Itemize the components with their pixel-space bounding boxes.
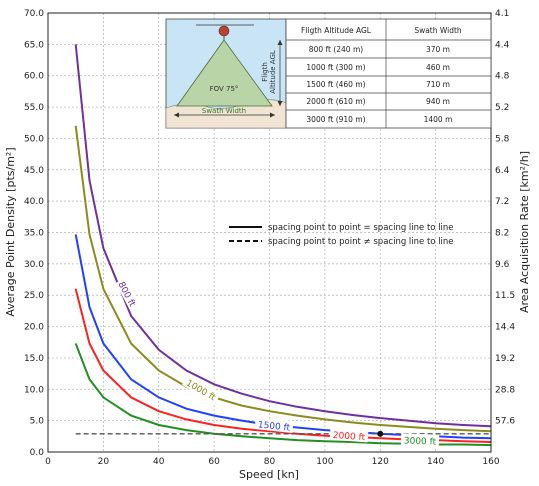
table-cell: 460 m (426, 63, 450, 72)
series-line-2000-ft (74, 288, 492, 443)
y2-tick-label: 14.4 (495, 323, 515, 333)
curve-labels: 800 ft 1000 ft 1500 ft 2000 ft 3000 ft (115, 277, 440, 448)
y2-tick-label: 28.8 (495, 385, 515, 395)
y2-tick-label: 57.6 (495, 417, 515, 427)
x-tick-label: 60 (208, 457, 220, 467)
x-tick-label: 0 (45, 457, 51, 467)
curve-label-1500-text: 1500 ft (257, 420, 291, 433)
y2-tick-label: 5.8 (495, 134, 510, 144)
series-line-1500-ft (74, 234, 492, 440)
y-tick-label: 50.0 (24, 134, 44, 144)
curve-label-1500: 1500 ft (254, 417, 294, 434)
curve-label-2000: 2000 ft (329, 427, 369, 443)
inset-swath-label: Swath Width (202, 107, 246, 115)
y2-tick-label: 5.2 (495, 103, 509, 113)
plot-frame (47, 12, 492, 453)
curve-label-3000-text: 3000 ft (404, 436, 437, 447)
table-cell: 710 m (426, 80, 450, 89)
y-tick-label: 40.0 (24, 197, 44, 207)
table-frame (285, 18, 492, 129)
curve-label-2000-text: 2000 ft (332, 431, 365, 443)
inset-diagram: FOV 75° Swath Width Fligth Altitude AGL (165, 18, 287, 129)
series-line-1000-ft (74, 125, 492, 433)
table-cell: 940 m (426, 97, 450, 106)
y2-tick-label: 4.4 (495, 40, 510, 50)
y-tick-label: 45.0 (24, 166, 44, 176)
table-cell: 1500 ft (460 m) (306, 80, 365, 89)
y-tick-label: 60.0 (24, 72, 44, 82)
y2-tick-label: 7.2 (495, 197, 509, 207)
y-tick-label: 15.0 (24, 354, 44, 364)
y-tick-label: 0.0 (30, 448, 45, 458)
y-tick-label: 20.0 (24, 323, 44, 333)
x-tick-label: 140 (427, 457, 444, 467)
legend-dashed-text: spacing point to point ≠ spacing line to… (268, 237, 454, 247)
inset-table: Fligth Altitude AGL Swath Width 800 ft (… (285, 18, 492, 129)
y-tick-label: 70.0 (24, 9, 44, 19)
table-cell: 2000 ft (610 m) (306, 97, 365, 106)
y-tick-label: 65.0 (24, 40, 44, 50)
x-tick-label: 40 (153, 457, 165, 467)
curve-label-800: 800 ft (115, 277, 141, 310)
x-tick-label: 20 (98, 457, 110, 467)
y-axis-label: Average Point Density [pts/m²] (4, 147, 17, 316)
y-tick-label: 55.0 (24, 103, 44, 113)
y2-axis-label: Area Acquisition Rate [km²/h] (518, 151, 531, 313)
y2-tick-label: 6.4 (495, 166, 510, 176)
table-header-altitude: Fligth Altitude AGL (301, 26, 372, 35)
y2-ticks: 4.1 4.4 4.8 5.2 5.8 6.4 7.2 8.2 9.6 11.5 14.4 19.2 2… (495, 9, 515, 427)
x-ticks: 0 20 40 60 80 100 120 140 160 (45, 457, 500, 467)
x-axis-label: Speed [kn] (239, 468, 299, 481)
inset-altitude-label-2: Altitude AGL (269, 50, 277, 94)
table-cell: 3000 ft (910 m) (306, 115, 365, 124)
inset-fov-label: FOV 75° (210, 85, 239, 93)
y2-tick-label: 19.2 (495, 354, 515, 364)
y-tick-label: 25.0 (24, 291, 44, 301)
y-tick-label: 10.0 (24, 385, 44, 395)
curve-label-3000: 3000 ft (400, 433, 440, 448)
legend-solid-text: spacing point to point = spacing line to… (268, 223, 454, 233)
table-cell: 1400 m (424, 115, 453, 124)
x-tick-label: 100 (316, 457, 333, 467)
table-header-swath: Swath Width (414, 26, 462, 35)
inset-fov-cone (176, 39, 273, 107)
helicopter-icon (218, 25, 230, 37)
y-tick-label: 30.0 (24, 260, 44, 270)
y2-tick-label: 4.8 (495, 72, 510, 82)
inset-altitude-label-1: Fligth (261, 62, 269, 82)
x-tick-label: 120 (372, 457, 389, 467)
table-cell: 800 ft (240 m) (309, 45, 363, 54)
legend: spacing point to point = spacing line to… (229, 223, 454, 247)
y2-tick-label: 9.6 (495, 260, 510, 270)
y2-tick-label: 8.2 (495, 229, 509, 239)
marker-point (377, 430, 384, 437)
y-tick-label: 5.0 (30, 417, 45, 427)
y-tick-label: 35.0 (24, 229, 44, 239)
table-cell: 370 m (426, 45, 450, 54)
y-ticks: 0.0 5.0 10.0 15.0 20.0 25.0 30.0 35.0 40.0 45.0 50… (24, 9, 44, 458)
y2-tick-label: 4.1 (495, 9, 509, 19)
x-tick-label: 160 (482, 457, 499, 467)
dashed-line-group (75, 430, 491, 437)
x-tick-label: 80 (264, 457, 276, 467)
y2-tick-label: 11.5 (495, 291, 515, 301)
table-cell: 1000 ft (300 m) (306, 63, 365, 72)
